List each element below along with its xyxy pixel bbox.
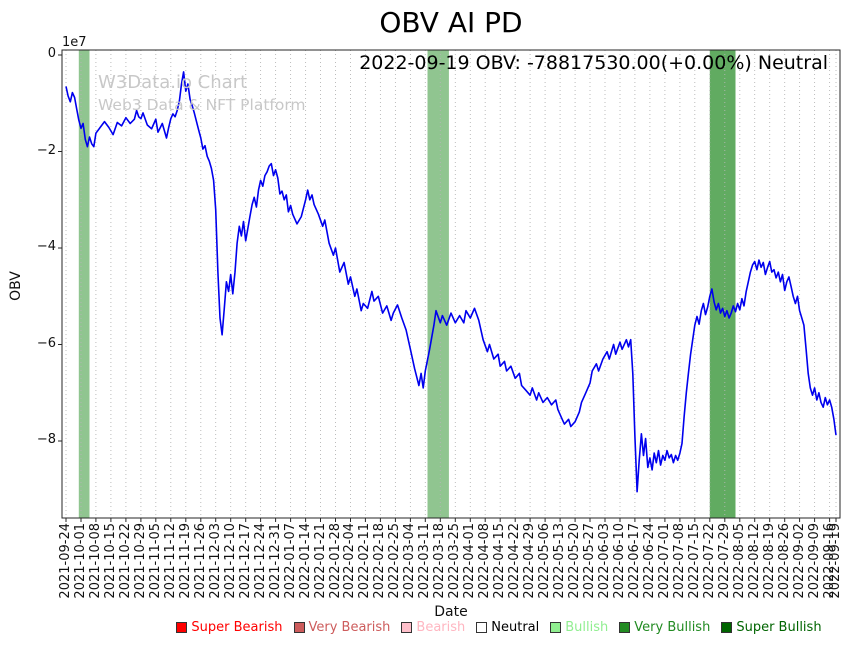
x-axis-label: Date xyxy=(434,604,468,620)
legend-label: Super Bullish xyxy=(736,620,822,635)
x-tick-label: 2021-12-31 xyxy=(268,523,283,599)
bullish-band-1 xyxy=(78,50,90,518)
latest-value-annotation: 2022-09-19 OBV: -78817530.00(+0.00%) Neu… xyxy=(359,52,828,74)
x-tick-label: 2022-05-06 xyxy=(537,523,552,599)
legend-item-neutral: Neutral xyxy=(476,620,539,635)
x-tick-label: 2021-12-03 xyxy=(208,523,223,599)
x-tick-label: 2022-01-14 xyxy=(298,523,313,599)
x-tick-label: 2022-08-12 xyxy=(747,523,762,599)
x-tick-label: 2022-04-29 xyxy=(522,523,537,599)
obv-line xyxy=(65,71,837,493)
x-tick-label: 2022-08-26 xyxy=(777,523,792,599)
x-tick-label: 2022-07-22 xyxy=(702,523,717,599)
x-tick-label: 2022-08-19 xyxy=(762,523,777,599)
legend-item-very-bullish: Very Bullish xyxy=(619,620,710,635)
x-tick-label: 2022-06-17 xyxy=(627,523,642,599)
legend-item-very-bearish: Very Bearish xyxy=(293,620,391,635)
x-tick-label: 2022-02-04 xyxy=(342,523,357,599)
x-tick-label: 2022-07-08 xyxy=(672,523,687,599)
x-tick-label: 2021-12-17 xyxy=(238,523,253,599)
x-tick-label: 2022-01-07 xyxy=(283,523,298,599)
legend-label: Very Bearish xyxy=(308,620,391,635)
watermark-line2: Web3 Data & NFT Platform xyxy=(98,96,306,114)
x-tick-label: 2022-02-18 xyxy=(372,523,387,599)
x-tick-label: 2022-04-08 xyxy=(477,523,492,599)
x-tick-label: 2021-11-05 xyxy=(148,523,163,599)
y-tick-label: −4 xyxy=(36,239,56,254)
x-tick-label: 2021-10-15 xyxy=(103,523,118,599)
x-tick-label: 2021-12-10 xyxy=(223,523,238,599)
legend-swatch xyxy=(550,622,562,633)
legend-label: Bullish xyxy=(565,620,609,635)
x-tick-label: 2021-12-24 xyxy=(253,523,268,599)
x-tick-label: 2022-07-29 xyxy=(717,523,732,599)
x-tick-label: 2022-04-15 xyxy=(492,523,507,599)
axis-ticks xyxy=(58,54,837,522)
watermark: W3Data.io Chart Web3 Data & NFT Platform xyxy=(98,72,306,114)
x-tick-label: 2022-09-09 xyxy=(807,523,822,599)
legend-swatch xyxy=(401,622,413,633)
legend-swatch xyxy=(176,622,188,633)
x-tick-label: 2021-10-08 xyxy=(88,523,103,599)
x-tick-label: 2022-09-02 xyxy=(792,523,807,599)
legend-swatch xyxy=(476,622,488,633)
y-tick-label: −6 xyxy=(36,336,56,351)
x-tick-label: 2022-06-03 xyxy=(597,523,612,599)
x-tick-label: 2022-01-21 xyxy=(313,523,328,599)
x-tick-label: 2022-07-15 xyxy=(687,523,702,599)
legend-label: Neutral xyxy=(491,620,540,635)
legend-item-bullish: Bullish xyxy=(550,620,608,635)
x-tick-label: 2022-06-24 xyxy=(642,523,657,599)
x-tick-label: 2021-09-24 xyxy=(58,523,73,599)
watermark-line1: W3Data.io Chart xyxy=(98,72,248,93)
x-tick-label: 2021-10-22 xyxy=(118,523,133,599)
x-tick-label: 2022-01-28 xyxy=(328,523,343,599)
very-bullish-band-3 xyxy=(709,50,736,518)
x-tick-label: 2022-02-11 xyxy=(357,523,372,599)
x-tick-label: 2021-10-29 xyxy=(133,523,148,599)
legend-swatch xyxy=(721,622,733,633)
x-tick-label: 2021-11-26 xyxy=(193,523,208,599)
y-axis-offset-text: 1e7 xyxy=(62,35,87,50)
legend-swatch xyxy=(619,622,631,633)
x-tick-label: 2021-11-19 xyxy=(178,523,193,599)
x-tick-label: 2022-03-18 xyxy=(432,523,447,599)
legend-label: Super Bearish xyxy=(191,620,283,635)
x-tick-label: 2021-11-12 xyxy=(163,523,178,599)
y-tick-label: 0 xyxy=(47,46,56,61)
x-tick-label: 2022-04-22 xyxy=(507,523,522,599)
legend-swatch xyxy=(293,622,305,633)
x-tick-label: 2022-05-20 xyxy=(567,523,582,599)
legend-label: Very Bullish xyxy=(634,620,711,635)
y-axis-label: OBV xyxy=(8,271,24,301)
x-tick-label: 2022-05-27 xyxy=(582,523,597,599)
y-tick-label: −2 xyxy=(36,143,56,158)
legend-item-super-bearish: Super Bearish xyxy=(176,620,283,635)
plot-frame xyxy=(61,49,841,519)
legend: Super Bearish Very Bearish Bearish Neutral B… xyxy=(148,620,850,635)
x-tick-label: 2022-09-19 xyxy=(828,523,843,599)
legend-item-bearish: Bearish xyxy=(401,620,465,635)
x-tick-label: 2021-10-01 xyxy=(73,523,88,599)
x-tick-label: 2022-07-01 xyxy=(657,523,672,599)
legend-label: Bearish xyxy=(416,620,466,635)
x-tick-label: 2022-03-04 xyxy=(402,523,417,599)
x-tick-label: 2022-04-01 xyxy=(462,523,477,599)
legend-item-super-bullish: Super Bullish xyxy=(721,620,822,635)
x-tick-label: 2022-05-13 xyxy=(552,523,567,599)
bullish-band-2 xyxy=(427,50,449,518)
x-tick-label: 2022-06-10 xyxy=(612,523,627,599)
y-tick-label: −8 xyxy=(36,432,56,447)
x-tick-label: 2022-08-05 xyxy=(732,523,747,599)
chart-title: OBV AI PD xyxy=(379,6,523,39)
x-tick-label: 2022-03-25 xyxy=(447,523,462,599)
x-tick-label: 2022-02-25 xyxy=(387,523,402,599)
x-tick-label: 2022-03-11 xyxy=(417,523,432,599)
